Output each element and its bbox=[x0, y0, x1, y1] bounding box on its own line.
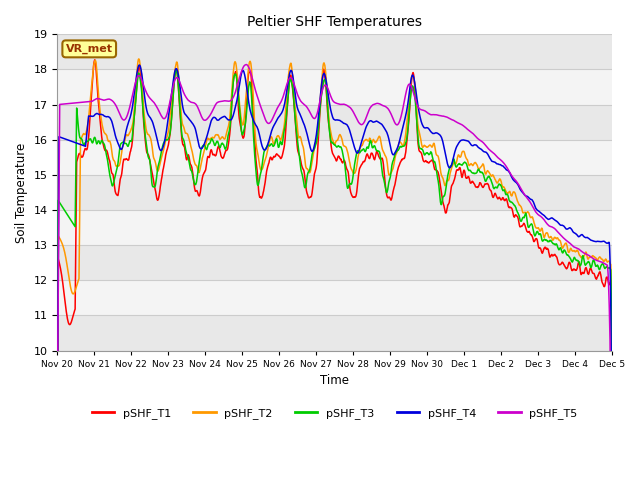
Bar bbox=[58, 280, 612, 315]
Bar bbox=[58, 70, 612, 105]
Bar bbox=[58, 105, 612, 140]
X-axis label: Time: Time bbox=[320, 374, 349, 387]
Bar bbox=[58, 35, 612, 70]
Legend: pSHF_T1, pSHF_T2, pSHF_T3, pSHF_T4, pSHF_T5: pSHF_T1, pSHF_T2, pSHF_T3, pSHF_T4, pSHF… bbox=[87, 404, 582, 423]
Bar bbox=[58, 140, 612, 175]
Bar bbox=[58, 245, 612, 280]
Bar bbox=[58, 210, 612, 245]
Text: VR_met: VR_met bbox=[66, 44, 113, 54]
Bar bbox=[58, 175, 612, 210]
Title: Peltier SHF Temperatures: Peltier SHF Temperatures bbox=[247, 15, 422, 29]
Y-axis label: Soil Temperature: Soil Temperature bbox=[15, 143, 28, 242]
Bar bbox=[58, 315, 612, 350]
